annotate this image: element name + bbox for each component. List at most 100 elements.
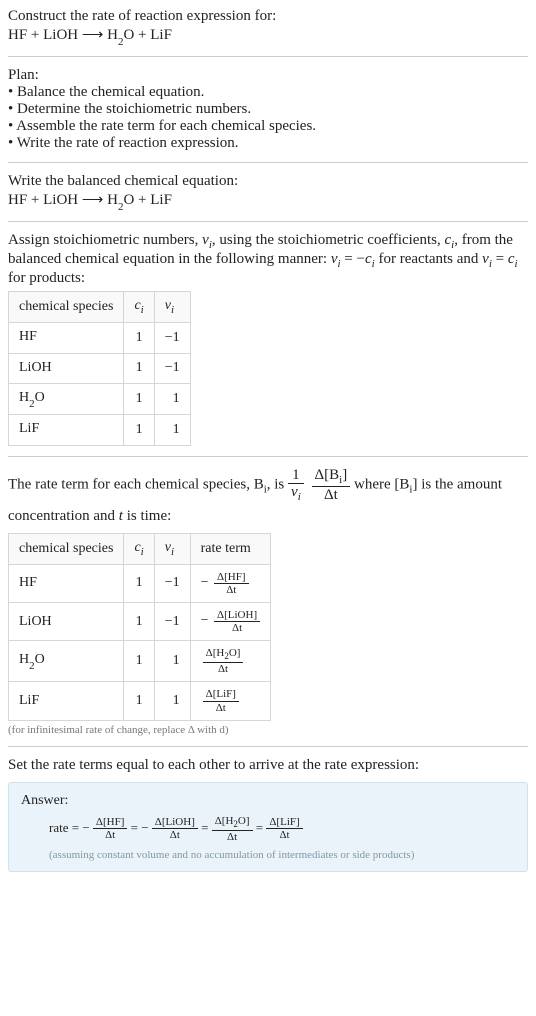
final-intro: Set the rate terms equal to each other t…	[8, 757, 528, 774]
cell-c: 1	[124, 564, 154, 602]
neg: −	[201, 575, 209, 590]
plan-block: Plan: • Balance the chemical equation. •…	[8, 67, 528, 152]
rate-frac: Δ[HF] Δt	[214, 571, 248, 596]
text: The rate term for each chemical species,…	[8, 477, 264, 493]
answer-label: Answer:	[21, 793, 515, 809]
frac-1-over-nu: 1 νi	[288, 467, 304, 504]
text: O	[35, 390, 45, 405]
plan-item: • Write the rate of reaction expression.	[8, 135, 528, 152]
cell-rate: Δ[LiF] Δt	[190, 682, 270, 720]
table-row: HF 1 −1	[9, 322, 191, 353]
balanced-line1: Write the balanced chemical equation:	[8, 173, 528, 190]
num: Δ[LiF]	[203, 688, 239, 701]
cell-species: LiOH	[9, 603, 124, 641]
neg: −	[201, 613, 209, 628]
den: Δt	[312, 487, 351, 504]
text: H	[19, 652, 29, 667]
nu: ν	[202, 232, 209, 248]
text: H	[19, 390, 29, 405]
frac-dBi-dt: Δ[Bi] Δt	[312, 467, 351, 504]
rate-frac: Δ[LiOH] Δt	[214, 609, 260, 634]
rate-frac: Δ[HF] Δt	[93, 816, 127, 841]
cell-nu: −1	[154, 322, 190, 353]
col-c: ci	[124, 292, 154, 323]
infinitesimal-note: (for infinitesimal rate of change, repla…	[8, 724, 528, 736]
answer-equation: rate = − Δ[HF] Δt = − Δ[LiOH] Δt = Δ[H2O…	[21, 815, 515, 843]
col-nu: νi	[154, 292, 190, 323]
col-nu: νi	[154, 534, 190, 565]
text: Δ[B	[315, 467, 340, 483]
table-row: H2O 1 1	[9, 384, 191, 415]
den: Δt	[93, 829, 127, 841]
rate-frac: Δ[LiF] Δt	[203, 688, 239, 713]
table-row: LiOH 1 −1	[9, 353, 191, 384]
cell-c: 1	[124, 603, 154, 641]
num: Δ[Bi]	[312, 467, 351, 487]
text: for reactants and	[375, 251, 482, 267]
cell-species: LiF	[9, 682, 124, 720]
den: Δt	[266, 829, 302, 841]
text: Assign stoichiometric numbers,	[8, 232, 202, 248]
cell-nu: −1	[154, 564, 190, 602]
prompt-equation: HF + LiOH ⟶ H2O + LiF	[8, 25, 528, 46]
num: Δ[LiF]	[266, 816, 302, 829]
plan-item-text: Balance the chemical equation.	[17, 84, 204, 100]
nu: ν	[291, 484, 298, 500]
text: where [B	[354, 477, 409, 493]
den: Δt	[214, 622, 260, 634]
prompt-line1: Construct the rate of reaction expressio…	[8, 8, 528, 25]
plan-item: • Balance the chemical equation.	[8, 84, 528, 101]
cell-species: HF	[9, 322, 124, 353]
rate-frac: Δ[LiF] Δt	[266, 816, 302, 841]
text: Δ[H	[215, 815, 234, 827]
cell-c: 1	[124, 415, 154, 446]
cell-rate: − Δ[LiOH] Δt	[190, 603, 270, 641]
den: Δt	[212, 831, 253, 843]
table-row: HF 1 −1 − Δ[HF] Δt	[9, 564, 271, 602]
cell-rate: Δ[H2O] Δt	[190, 641, 270, 682]
stoich-table: chemical species ci νi HF 1 −1 LiOH 1 −1…	[8, 291, 191, 446]
balanced-equation: HF + LiOH ⟶ H2O + LiF	[8, 190, 528, 211]
plan-item: • Assemble the rate term for each chemic…	[8, 118, 528, 135]
cell-nu: 1	[154, 682, 190, 720]
c-sub: i	[515, 258, 518, 270]
c: c	[365, 251, 372, 267]
table-row: H2O 1 1 Δ[H2O] Δt	[9, 641, 271, 682]
text: is time:	[123, 508, 171, 524]
divider	[8, 221, 528, 222]
den: νi	[288, 484, 304, 503]
eq-sub: 2	[118, 201, 124, 213]
eq-pre: HF + LiOH ⟶ H	[8, 192, 118, 208]
table-header-row: chemical species ci νi	[9, 292, 191, 323]
text: O]	[238, 815, 250, 827]
eq-post: O + LiF	[123, 27, 171, 43]
text: for products:	[8, 270, 85, 286]
table-row: LiF 1 1 Δ[LiF] Δt	[9, 682, 271, 720]
eq-post: O + LiF	[123, 192, 171, 208]
col-species: chemical species	[9, 292, 124, 323]
num: Δ[LiOH]	[214, 609, 260, 622]
divider	[8, 162, 528, 163]
divider	[8, 456, 528, 457]
cell-c: 1	[124, 322, 154, 353]
cell-species: H2O	[9, 641, 124, 682]
answer-box: Answer: rate = − Δ[HF] Δt = − Δ[LiOH] Δt…	[8, 782, 528, 872]
cell-species: HF	[9, 564, 124, 602]
nu-sub: i	[298, 491, 301, 503]
rate-frac: Δ[H2O] Δt	[212, 815, 253, 843]
rate-frac: Δ[LiOH] Δt	[152, 816, 198, 841]
den: Δt	[152, 829, 198, 841]
rate-intro: The rate term for each chemical species,…	[8, 467, 528, 529]
col-species: chemical species	[9, 534, 124, 565]
cell-nu: 1	[154, 415, 190, 446]
cell-species: LiF	[9, 415, 124, 446]
c-sub: i	[141, 304, 144, 316]
num: 1	[288, 467, 304, 485]
stoich-intro: Assign stoichiometric numbers, νi, using…	[8, 232, 528, 287]
nu-sub: i	[171, 546, 174, 558]
text: Δt	[324, 487, 338, 503]
col-c: ci	[124, 534, 154, 565]
plan-item: • Determine the stoichiometric numbers.	[8, 101, 528, 118]
plan-heading: Plan:	[8, 67, 528, 84]
text: =	[256, 820, 267, 835]
